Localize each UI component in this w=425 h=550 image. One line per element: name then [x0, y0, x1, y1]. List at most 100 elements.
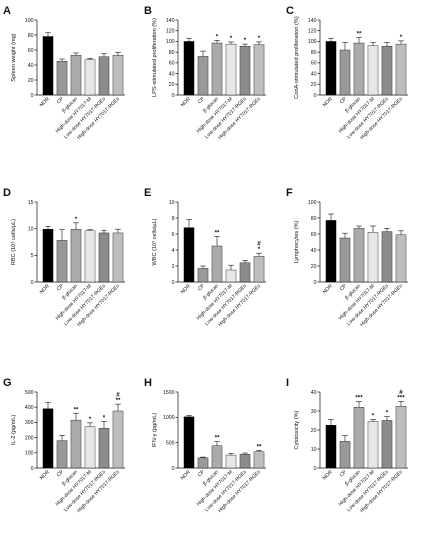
x-tick-label: NOR [322, 96, 334, 108]
panel-letter: A [3, 5, 11, 17]
y-axis-label: IL-2 (pg/mL) [11, 415, 17, 446]
significance-mark: ** [257, 444, 262, 451]
bar [183, 227, 195, 283]
bar [70, 419, 82, 469]
bar [84, 230, 96, 283]
significance-mark: ** [116, 397, 121, 404]
bar [239, 454, 251, 469]
bar [381, 420, 393, 469]
x-tick-label: CP [56, 469, 66, 479]
significance-mark: * [258, 35, 261, 42]
bar [253, 256, 265, 283]
significance-mark: * [89, 416, 92, 423]
significance-mark: * [372, 413, 375, 420]
y-tick-label: 0 [314, 280, 317, 286]
significance-mark: *** [397, 395, 405, 402]
bar [339, 237, 351, 283]
x-tick-label: NOR [39, 469, 51, 481]
y-tick-label: 8 [172, 216, 175, 222]
bar [70, 55, 82, 96]
y-tick-label: 0 [314, 93, 317, 99]
y-tick-label: 0 [314, 466, 317, 472]
y-tick-label: 500 [25, 390, 34, 396]
y-tick-label: 60 [169, 61, 175, 67]
y-tick-label: 140 [166, 18, 175, 24]
panel-letter: I [286, 377, 289, 389]
bar [197, 268, 209, 283]
y-axis-label: Lymphocytes (%) [294, 220, 300, 263]
significance-mark: # [116, 392, 120, 399]
y-tick-label: 5 [31, 253, 34, 259]
y-tick-label: 1000 [163, 415, 175, 421]
y-axis-label: Cytotoxicity (%) [294, 410, 300, 449]
bar [197, 457, 209, 469]
x-tick-label: CP [197, 96, 207, 106]
y-tick-label: 100 [25, 451, 34, 457]
x-tick-label: CP [197, 283, 207, 293]
y-tick-label: 40 [311, 248, 317, 254]
bar [253, 451, 265, 469]
y-tick-label: 100 [25, 18, 34, 24]
bar [98, 232, 110, 283]
y-tick-label: 40 [311, 71, 317, 77]
y-tick-label: 80 [311, 216, 317, 222]
significance-mark: # [399, 389, 403, 396]
bar [253, 44, 265, 96]
bar [56, 240, 68, 283]
bar [42, 36, 54, 96]
bar [325, 425, 337, 469]
y-tick-label: 40 [169, 71, 175, 77]
bar [225, 269, 237, 283]
y-tick-label: 140 [308, 18, 317, 24]
panel-letter: D [3, 187, 11, 199]
bar [211, 245, 223, 283]
y-tick-label: 20 [28, 78, 34, 84]
x-tick-label: NOR [180, 283, 192, 295]
y-tick-label: 60 [311, 61, 317, 67]
significance-mark: * [386, 410, 389, 417]
y-axis-label: IFN-γ (pg/mL) [152, 413, 158, 448]
y-tick-label: 400 [25, 405, 34, 411]
significance-mark: * [216, 33, 219, 40]
bar [211, 42, 223, 96]
bar [239, 46, 251, 96]
y-tick-label: 10 [169, 200, 175, 206]
bar [353, 228, 365, 283]
y-axis-label: ConA-stimulated proliferation (%) [294, 16, 300, 99]
x-tick-label: CP [339, 469, 349, 479]
significance-mark: * [230, 35, 233, 42]
y-tick-label: 0 [172, 466, 175, 472]
y-tick-label: 80 [169, 50, 175, 56]
y-tick-label: 20 [311, 428, 317, 434]
y-tick-label: 10 [28, 226, 34, 232]
panel-letter: B [144, 5, 152, 17]
bar [367, 232, 379, 283]
bar [183, 41, 195, 96]
x-tick-label: CP [56, 96, 66, 106]
bar [183, 416, 195, 469]
bar [211, 445, 223, 469]
bar [381, 46, 393, 96]
y-tick-label: 100 [308, 39, 317, 45]
x-tick-label: NOR [39, 96, 51, 108]
y-tick-label: 200 [25, 435, 34, 441]
y-axis-label: WBC (10³ cells/μL) [152, 218, 158, 265]
bar [325, 220, 337, 283]
x-tick-label: CP [197, 469, 207, 479]
y-tick-label: 0 [172, 93, 175, 99]
bar [395, 43, 407, 96]
panel-letter: C [286, 5, 294, 17]
bar [339, 441, 351, 469]
significance-mark: * [244, 37, 247, 44]
y-tick-label: 100 [166, 39, 175, 45]
significance-mark: * [258, 246, 261, 253]
y-tick-label: 40 [28, 63, 34, 69]
bar [353, 42, 365, 96]
bar [112, 55, 124, 96]
